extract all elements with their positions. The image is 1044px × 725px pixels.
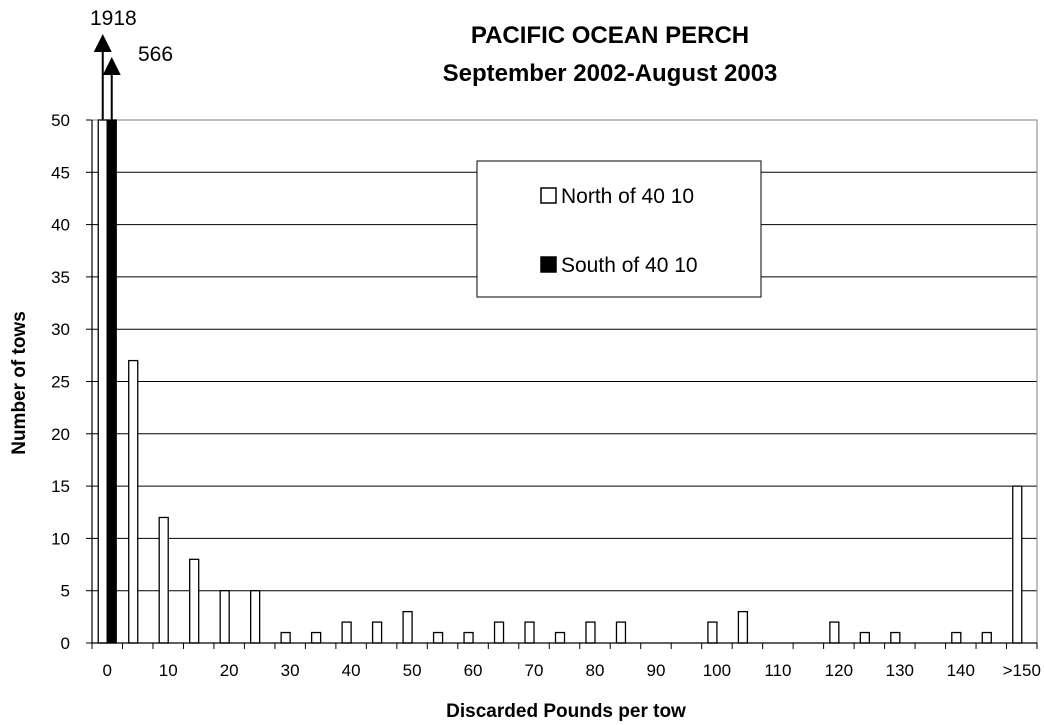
y-tick-label: 5 [61, 582, 70, 601]
chart-subtitle: September 2002-August 2003 [443, 60, 778, 87]
y-tick-label: 0 [61, 634, 70, 653]
y-tick-label: 30 [51, 320, 70, 339]
x-tick-label: 60 [464, 661, 483, 680]
legend-box [476, 160, 762, 298]
bar-north-105 [737, 610, 749, 644]
bars [97, 119, 1023, 644]
y-tick-label: 35 [51, 268, 70, 287]
x-tick-label: 70 [525, 661, 544, 680]
x-tick-label: 100 [703, 661, 731, 680]
bar-north-60 [463, 631, 474, 644]
legend: North of 40 10 South of 40 10 [476, 160, 762, 298]
x-tick-label: 20 [220, 661, 239, 680]
bar-north-85 [615, 621, 627, 644]
bar-north-80 [585, 621, 596, 644]
overflow-value-label: 566 [138, 43, 173, 66]
bar-north-15 [189, 558, 200, 644]
bar-north->150 [1012, 485, 1023, 644]
x-tick-label: 30 [281, 661, 300, 680]
bar-north-5 [128, 359, 139, 644]
bar-south-0 [106, 119, 117, 644]
bar-north-145 [981, 631, 992, 644]
bar-north-100 [707, 621, 718, 644]
x-tick-label: 130 [886, 661, 914, 680]
x-tick-label: 140 [947, 661, 975, 680]
bar-north-125 [859, 631, 870, 644]
bar-north-55 [432, 631, 444, 644]
chart-title: PACIFIC OCEAN PERCH [471, 22, 749, 49]
bar-north-20 [219, 590, 230, 644]
overflow-arrow-head [102, 57, 121, 75]
bar-north-10 [158, 516, 169, 644]
x-tick-label: >150 [1003, 661, 1041, 680]
x-tick-label: 90 [646, 661, 665, 680]
bar-north-25 [250, 590, 261, 644]
bar-north-120 [829, 621, 840, 644]
overflow-value-label: 1918 [90, 7, 137, 30]
legend-swatch-north [540, 187, 557, 204]
legend-label-south: South of 40 10 [561, 254, 698, 277]
bar-north-50 [402, 610, 413, 644]
bar-north-30 [280, 631, 291, 644]
x-tick-label: 110 [764, 661, 791, 680]
bar-north-70 [524, 621, 535, 644]
y-tick-label: 25 [51, 373, 70, 392]
x-tick-labels: 0 10 20 30 40 50 60 70 80 90 100 110 120 130 140 >150 [103, 661, 1041, 680]
y-tick-labels: 0 5 10 15 20 25 30 35 40 45 50 [51, 111, 70, 653]
bar-north-35 [310, 631, 322, 644]
x-tick-label: 120 [825, 661, 853, 680]
x-axis-title: Discarded Pounds per tow [446, 701, 686, 722]
bar-north-45 [371, 621, 383, 644]
x-tick-label: 50 [403, 661, 422, 680]
overflow-arrow-head [93, 34, 112, 52]
bar-north-0 [97, 119, 108, 644]
legend-label-north: North of 40 10 [561, 185, 694, 208]
y-tick-label: 45 [51, 163, 70, 182]
y-tick-label: 50 [51, 111, 70, 130]
y-tick-label: 20 [51, 425, 70, 444]
y-tick-label: 15 [51, 477, 70, 496]
y-axis-title: Number of tows [9, 311, 30, 455]
bar-north-75 [554, 631, 566, 644]
bar-north-40 [341, 621, 352, 644]
y-tick-label: 10 [51, 529, 70, 548]
bar-north-130 [890, 631, 901, 644]
legend-swatch-south [540, 256, 557, 273]
bar-north-65 [493, 621, 505, 644]
bar-north-140 [951, 631, 962, 644]
y-tick-label: 40 [51, 216, 70, 235]
x-tick-label: 80 [586, 661, 605, 680]
x-tick-label: 0 [103, 661, 112, 680]
x-tick-label: 10 [159, 661, 178, 680]
x-tick-label: 40 [342, 661, 361, 680]
axes [91, 120, 1038, 649]
